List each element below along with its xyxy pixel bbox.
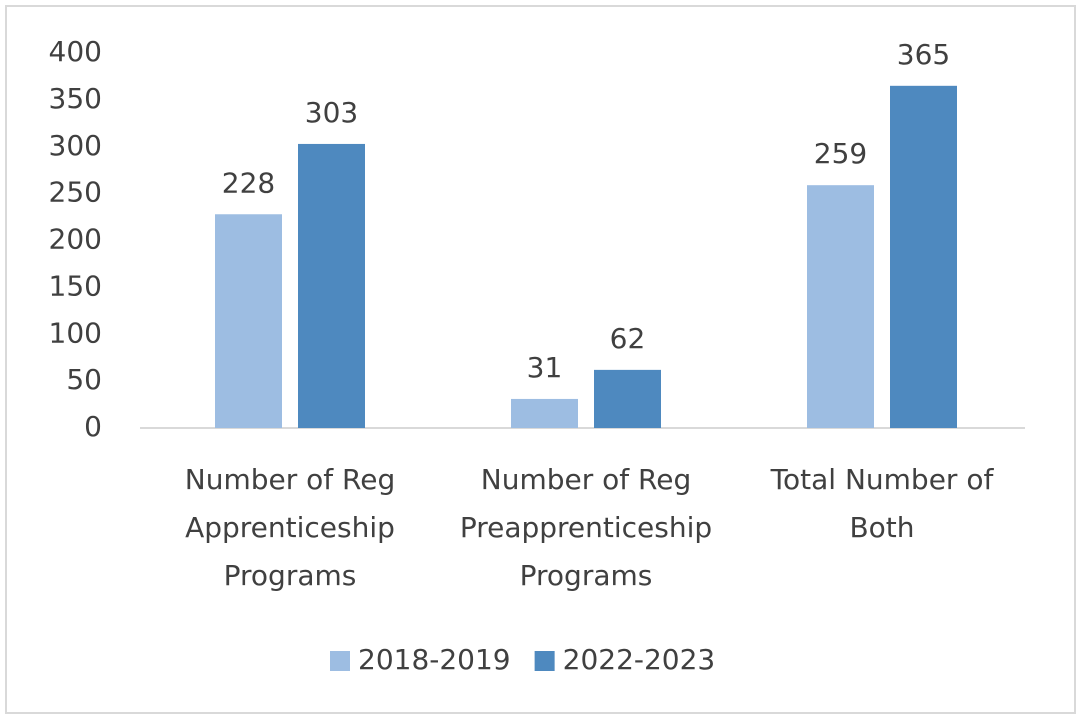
y-tick-label: 0: [84, 410, 102, 443]
x-tick-label: Number of Reg Apprenticeship Programs: [185, 463, 395, 592]
legend-label: 2022-2023: [563, 643, 716, 676]
bar: [890, 85, 957, 428]
y-tick-label: 100: [49, 316, 102, 349]
bar: [298, 143, 365, 428]
bar: [215, 214, 282, 428]
value-label: 303: [305, 96, 358, 129]
y-tick-label: 400: [49, 35, 102, 68]
legend-swatch: [330, 651, 350, 671]
bar: [511, 398, 578, 428]
bar: [594, 369, 661, 428]
value-label: 365: [897, 38, 950, 71]
x-tick-label: Number of Reg Preapprenticeship Programs: [460, 463, 712, 592]
value-label: 228: [222, 166, 275, 199]
y-tick-label: 50: [66, 363, 102, 396]
value-label: 259: [814, 137, 867, 170]
y-tick-label: 150: [49, 269, 102, 302]
bar: [807, 185, 874, 428]
value-label: 62: [610, 322, 646, 355]
y-tick-label: 350: [49, 82, 102, 115]
legend-label: 2018-2019: [358, 643, 511, 676]
value-label: 31: [527, 351, 563, 384]
y-tick-label: 200: [49, 223, 102, 256]
y-tick-label: 250: [49, 176, 102, 209]
x-tick-label: Total Number of Both: [770, 463, 995, 544]
legend-swatch: [534, 651, 555, 671]
y-tick-label: 300: [49, 129, 102, 162]
